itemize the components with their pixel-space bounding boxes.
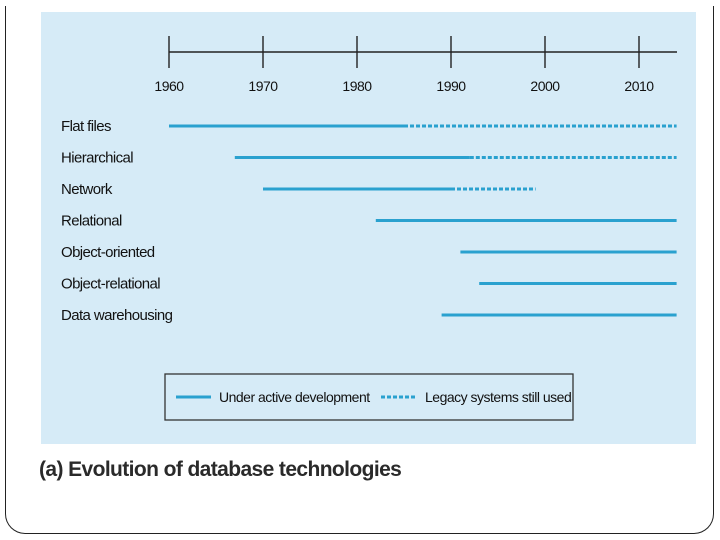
row-label-network: Network: [61, 181, 113, 198]
row-label-flat-files: Flat files: [61, 118, 111, 135]
row-label-object-oriented: Object-oriented: [61, 244, 155, 261]
axis-ticks: 1960 1970 1980 1990 2000 2010: [154, 36, 655, 94]
row-label-relational: Relational: [61, 213, 122, 230]
legend: Under active development Legacy systems …: [164, 373, 574, 421]
row-label-object-relational: Object-relational: [61, 276, 160, 293]
axis-tick-label: 2000: [530, 78, 560, 94]
figure-caption: (a) Evolution of database technologies: [39, 458, 402, 481]
legend-legacy-label: Legacy systems still used: [425, 389, 571, 405]
axis-tick-label: 1970: [248, 78, 278, 94]
legend-box: [164, 373, 574, 421]
figure-panel: 1960 1970 1980 1990 2000 2010 Flat files Hiera…: [41, 12, 696, 444]
timeline-chart: 1960 1970 1980 1990 2000 2010 Flat files Hiera…: [61, 36, 677, 421]
timeline-rows: Flat files Hierarchical Network Relational O…: [61, 118, 677, 324]
axis-tick-label: 1960: [154, 78, 184, 94]
axis-tick-label: 1980: [342, 78, 372, 94]
slide-frame: [5, 6, 714, 534]
legend-active-label: Under active development: [219, 389, 370, 405]
axis-tick-label: 2010: [624, 78, 654, 94]
axis-tick-label: 1990: [436, 78, 466, 94]
row-label-hierarchical: Hierarchical: [61, 150, 133, 167]
row-label-data-warehousing: Data warehousing: [61, 307, 173, 324]
